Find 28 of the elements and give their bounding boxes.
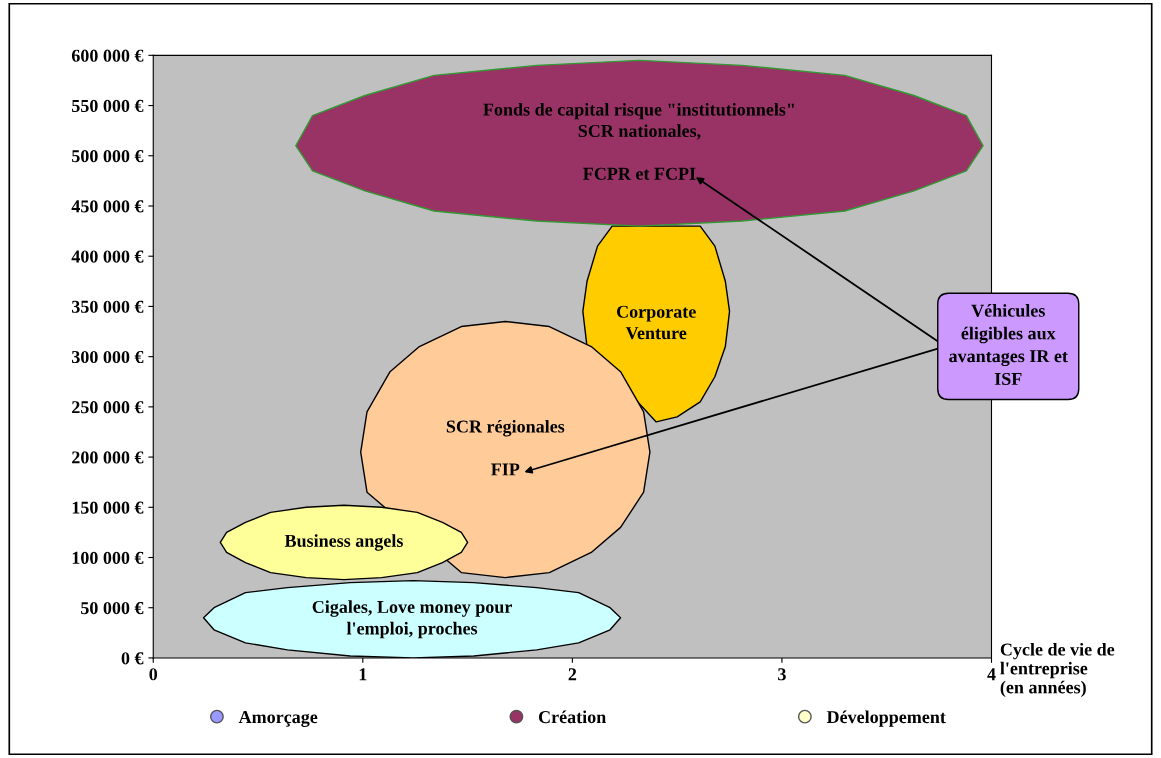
legend-label: Développement [826,710,946,727]
y-tick-label: 400 000 € [71,250,144,263]
x-axis-title: Cycle de vie de l'entreprise (en années) [1000,642,1115,698]
y-tick-label: 150 000 € [72,501,144,514]
series-label: Business angels [284,534,403,551]
x-tick-label: 3 [778,668,786,681]
y-tick-label: 300 000 € [71,350,144,364]
series-label: Corporate Venture [616,305,696,340]
y-tick-label: 450 000 € [71,200,144,213]
annotation: Véhicules éligibles aux avantages IR et ISF [949,304,1068,386]
y-tick-label: 500 000 € [72,150,144,163]
y-tick-label: 0 € [121,652,144,665]
x-tick-label: 4 [987,668,996,681]
x-tick-label: 2 [568,668,577,681]
y-tick-label: 350 000 € [71,300,144,313]
y-tick-label: 600 000 € [71,49,144,62]
x-tick-label: 1 [359,668,367,681]
legend-label: Création [538,710,606,724]
series-label: Cigales, Love money pour l'emploi, proches [312,600,512,639]
text: Fonds de capital risque "institutionnels" SCR nationales, FCPR et FCPI [483,102,794,180]
y-tick-label: 50 000 € [81,601,144,615]
x-tick-label: 0 [149,668,158,681]
y-tick-label: 200 000 € [72,451,144,464]
y-tick-label: 100 000 € [72,551,144,564]
y-tick-label: 550 000 € [72,99,144,112]
legend-label: Amorçage [238,711,318,727]
y-tick-label: 250 000 € [72,401,144,414]
text: SCR régionales FIP [446,419,565,476]
